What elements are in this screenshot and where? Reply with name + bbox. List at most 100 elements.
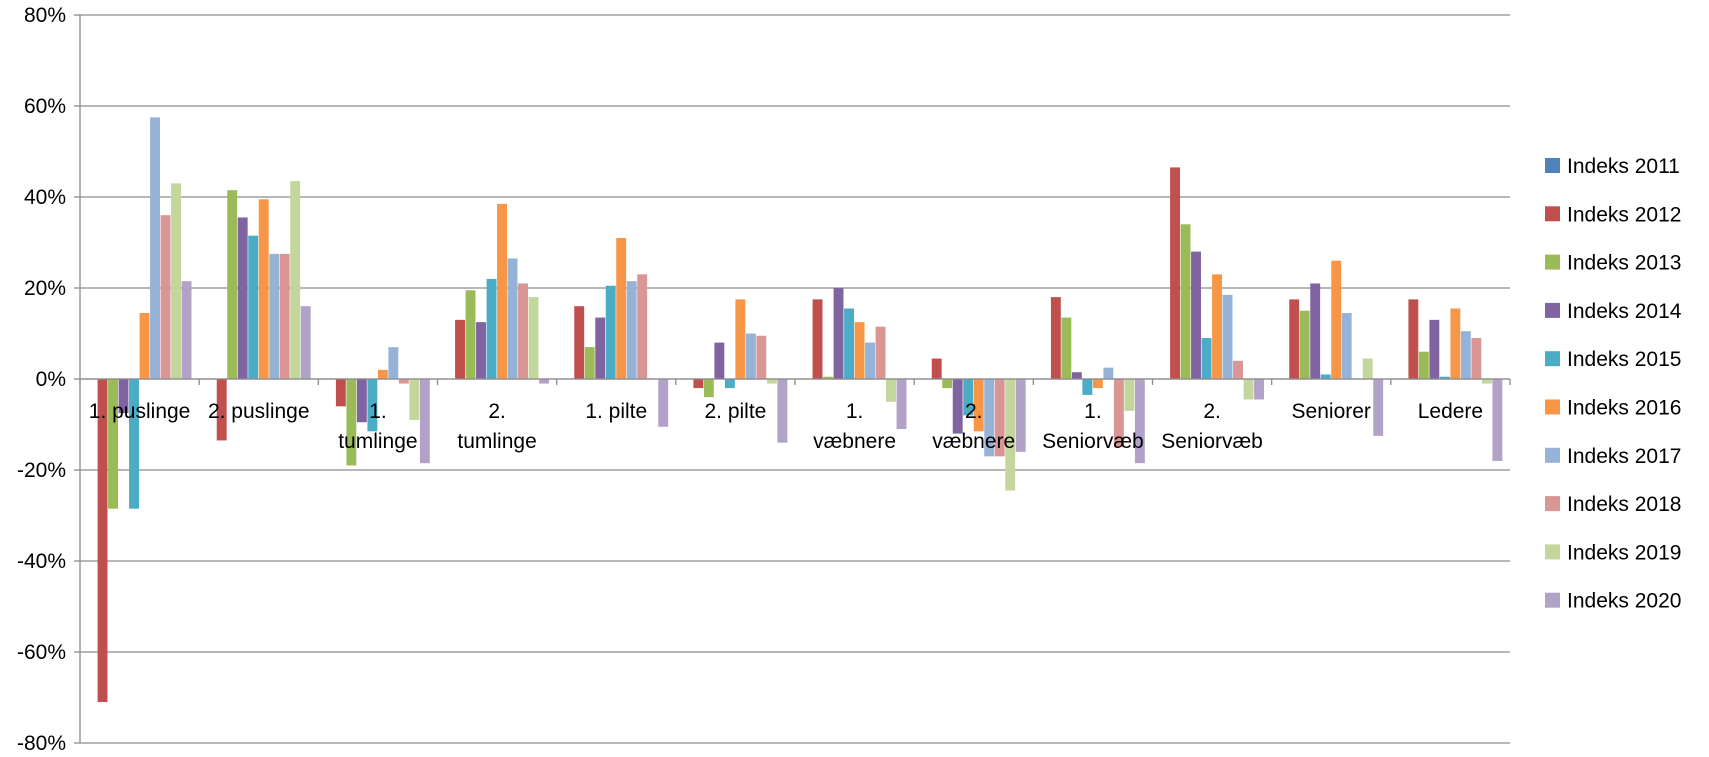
bar: [455, 319, 465, 379]
bar: [539, 379, 549, 384]
bar: [227, 190, 238, 379]
bar: [1134, 379, 1145, 464]
bar: [724, 379, 735, 389]
bar: [1233, 360, 1243, 379]
bar: [1450, 308, 1461, 379]
legend-label: Indeks 2019: [1567, 541, 1681, 564]
bar: [1124, 379, 1135, 411]
bar: [486, 278, 497, 379]
bar: [497, 203, 507, 379]
bar: [1320, 374, 1331, 379]
bar: [714, 342, 725, 379]
bar: [108, 379, 118, 509]
bar: [181, 281, 192, 379]
legend-swatch: [1545, 496, 1560, 512]
bar: [507, 258, 518, 379]
bar: [1092, 379, 1103, 389]
bar: [1201, 338, 1212, 379]
x-tick-label: Seniorer: [1292, 400, 1371, 423]
y-tick-label: -40%: [17, 550, 66, 573]
bar: [626, 281, 637, 379]
bar: [875, 326, 886, 379]
bar: [1310, 283, 1321, 379]
y-tick-label: -20%: [17, 459, 66, 482]
legend-swatch: [1545, 399, 1560, 415]
y-tick-label: 20%: [24, 277, 66, 300]
bar: [1341, 313, 1352, 379]
bar: [1071, 372, 1082, 379]
bar: [216, 379, 227, 441]
bar: [300, 306, 311, 379]
bars: [97, 117, 1503, 703]
bar: [476, 322, 486, 379]
bar: [1243, 379, 1254, 400]
bar: [1254, 379, 1264, 400]
bar: [398, 379, 409, 384]
bar: [745, 333, 756, 379]
bar: [528, 297, 539, 379]
legend-label: Indeks 2018: [1567, 493, 1681, 516]
legend-label: Indeks 2020: [1567, 590, 1681, 613]
bar: [984, 379, 995, 457]
bar: [1481, 379, 1492, 384]
bar: [963, 379, 974, 416]
x-tick-label: 2. puslinge: [208, 400, 310, 423]
legend-swatch: [1545, 447, 1560, 463]
y-tick-label: -60%: [17, 641, 66, 664]
legend-swatch: [1545, 254, 1560, 270]
x-axis-tick-labels: 1. puslinge 2. puslinge 1. tumlinge 2. tumlin…: [89, 400, 1483, 453]
bar: [942, 379, 953, 389]
bar: [160, 215, 171, 379]
x-tick-label: tumlinge: [457, 430, 536, 453]
bar: [1222, 294, 1233, 379]
bar: [994, 379, 1005, 457]
bar: [1212, 274, 1222, 379]
legend-label: Indeks 2015: [1567, 348, 1681, 371]
y-tick-label: -80%: [17, 732, 66, 755]
x-tick-label: 1.: [846, 400, 864, 423]
x-tick-label: 2.: [1203, 400, 1221, 423]
bar: [833, 288, 844, 379]
bar: [258, 199, 269, 379]
legend-label: Indeks 2017: [1567, 445, 1681, 468]
bar: [735, 299, 746, 379]
bar: [1408, 299, 1419, 379]
x-tick-label: 1. pilte: [585, 400, 647, 423]
bar: [1082, 379, 1093, 395]
bar: [896, 379, 907, 430]
bar: [756, 335, 767, 379]
bar: [419, 379, 430, 464]
bar: [518, 283, 528, 379]
bar: [584, 347, 595, 379]
bar: [777, 379, 788, 443]
bar: [237, 217, 248, 379]
bar: [1180, 224, 1191, 379]
bar: [279, 253, 290, 379]
bar: [605, 285, 616, 379]
x-tick-label: 1.: [1084, 400, 1102, 423]
x-tick-label: væbnere: [813, 430, 896, 453]
bar: [1492, 379, 1503, 461]
y-tick-label: 80%: [24, 4, 66, 27]
bar: [1299, 310, 1310, 379]
legend-swatch: [1545, 302, 1560, 318]
x-tick-label: Seniorvæb: [1161, 430, 1263, 453]
bar: [377, 369, 388, 379]
bar: [931, 358, 942, 379]
bar: [1191, 251, 1201, 379]
bar: [616, 237, 627, 379]
bar: [574, 306, 585, 379]
bar: [1050, 297, 1061, 379]
x-tick-label: 1.: [369, 400, 387, 423]
y-tick-label: 60%: [24, 95, 66, 118]
bar: [595, 317, 606, 379]
bar: [269, 253, 280, 379]
legend-label: Indeks 2012: [1567, 203, 1681, 226]
x-tick-label: 1. puslinge: [89, 400, 191, 423]
bar: [1331, 260, 1342, 379]
bar: [1289, 299, 1300, 379]
bar: [1373, 379, 1384, 436]
bar: [844, 308, 854, 379]
bar: [409, 379, 420, 420]
